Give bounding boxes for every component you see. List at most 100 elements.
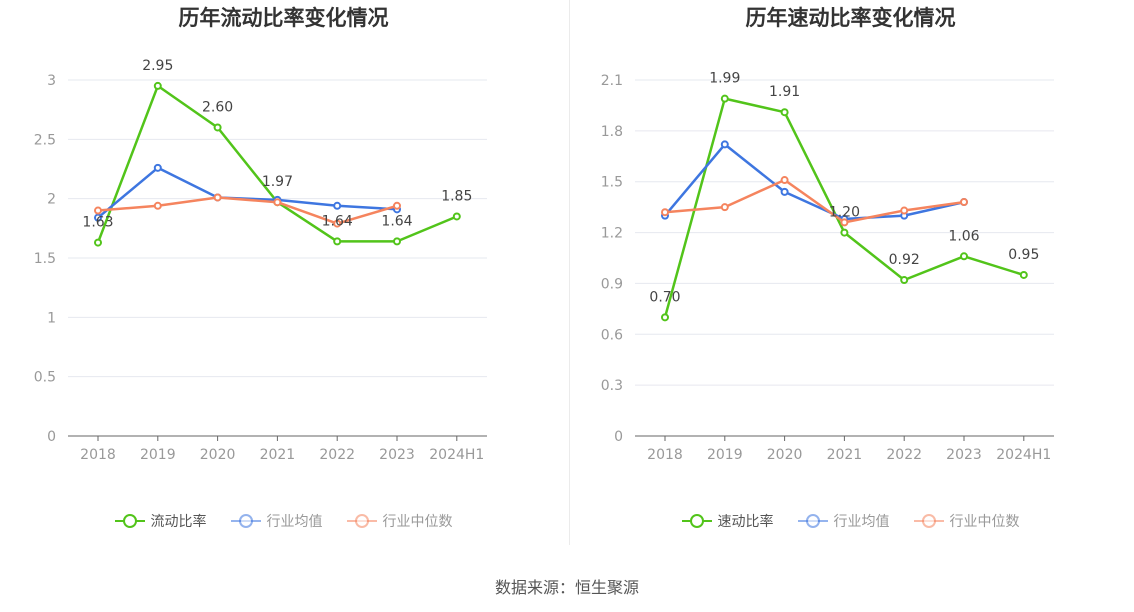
data-label: 1.99 — [709, 71, 740, 87]
data-point — [780, 187, 789, 196]
data-point — [720, 140, 729, 149]
data-label: 1.20 — [829, 205, 860, 221]
y-tick-label: 0.3 — [601, 378, 623, 394]
x-tick-label: 2022 — [319, 447, 355, 463]
y-tick-label: 0.6 — [601, 327, 623, 343]
data-point — [720, 203, 729, 212]
current-ratio-chart: 历年流动比率变化情况 0 0.5 1 1.5 2 2.5 3 2018 2019 2020 2021… — [0, 0, 567, 560]
legend-item-quick-ratio[interactable]: 速动比率 — [681, 511, 774, 531]
legend-marker-icon — [913, 514, 944, 528]
data-point — [393, 201, 401, 210]
data-point — [840, 218, 849, 227]
data-label: 1.97 — [262, 174, 293, 190]
x-tick-label: 2019 — [707, 447, 743, 463]
legend-item-industry-median[interactable]: 行业中位数 — [913, 511, 1020, 531]
y-tick-label: 0 — [614, 429, 623, 445]
data-point — [1019, 270, 1028, 279]
y-tick-label: 3 — [47, 73, 56, 89]
data-point — [900, 276, 909, 285]
legend-marker-icon — [681, 514, 712, 528]
data-point — [213, 123, 222, 132]
y-tick-label: 1.5 — [34, 251, 56, 267]
y-tick-label: 0.9 — [601, 276, 623, 292]
series-line — [664, 178, 965, 224]
data-label: 2.95 — [142, 58, 173, 74]
x-tick-label: 2024H1 — [996, 447, 1051, 463]
data-label: 0.95 — [1008, 247, 1039, 263]
data-label: 1.06 — [948, 228, 979, 244]
data-point — [452, 212, 461, 221]
x-tick-label: 2023 — [379, 447, 415, 463]
data-point — [840, 228, 849, 237]
data-point — [213, 193, 222, 202]
data-point — [273, 198, 282, 207]
data-label: 1.63 — [82, 215, 113, 231]
data-point — [780, 108, 789, 117]
y-tick-label: 2.1 — [601, 73, 623, 89]
data-label: 0.70 — [649, 289, 680, 305]
data-label: 1.64 — [322, 213, 353, 229]
x-tick-label: 2018 — [80, 447, 116, 463]
legend-label: 流动比率 — [150, 514, 207, 530]
series-line — [664, 143, 965, 221]
chart-title: 历年速动比率变化情况 — [745, 6, 956, 30]
y-tick-label: 2.5 — [34, 132, 56, 148]
y-tick-label: 0 — [47, 429, 56, 445]
y-tick-label: 0.5 — [34, 370, 56, 386]
data-point — [900, 206, 909, 215]
data-point — [333, 201, 342, 210]
data-label: 1.91 — [769, 84, 800, 100]
current-ratio-plot: 0 0.5 1 1.5 2 2.5 3 2018 2019 2020 2021 2022 2023 202… — [34, 58, 487, 463]
data-label: 1.64 — [381, 213, 412, 229]
legend-item-current-ratio[interactable]: 流动比率 — [114, 511, 207, 531]
x-tick-label: 2023 — [946, 447, 982, 463]
x-tick-label: 2024H1 — [429, 447, 484, 463]
data-point — [780, 176, 789, 185]
legend-item-industry-mean[interactable]: 行业均值 — [230, 511, 323, 531]
x-tick-label: 2021 — [260, 447, 296, 463]
y-tick-label: 1 — [47, 310, 56, 326]
legend-marker-icon — [114, 514, 145, 528]
chart-legend: 流动比率 行业均值 行业中位数 — [0, 511, 567, 531]
x-tick-label: 2022 — [886, 447, 922, 463]
quick-ratio-plot: 0 0.3 0.6 0.9 1.2 1.5 1.8 2.1 2018 2019 2020 2021 20… — [601, 71, 1054, 463]
data-point — [333, 219, 342, 228]
legend-item-industry-mean[interactable]: 行业均值 — [797, 511, 890, 531]
data-point — [94, 206, 102, 215]
x-tick-label: 2020 — [200, 447, 236, 463]
x-tick-label: 2018 — [647, 447, 683, 463]
series-line — [97, 196, 398, 225]
data-point — [661, 313, 669, 322]
data-point — [153, 81, 162, 90]
legend-label: 行业中位数 — [949, 514, 1020, 530]
y-tick-label: 1.8 — [601, 124, 623, 140]
legend-label: 行业均值 — [266, 514, 323, 530]
y-tick-label: 1.2 — [601, 226, 623, 242]
quick-ratio-chart: 历年速动比率变化情况 0 0.3 0.6 0.9 1.2 1.5 1.8 2.1 2018 201… — [567, 0, 1134, 560]
data-label: 1.85 — [441, 188, 472, 204]
x-tick-label: 2020 — [767, 447, 803, 463]
legend-marker-icon — [346, 514, 377, 528]
data-point — [94, 238, 102, 247]
data-point — [720, 94, 729, 103]
legend-label: 速动比率 — [717, 514, 774, 530]
y-tick-label: 1.5 — [601, 175, 623, 191]
legend-item-industry-median[interactable]: 行业中位数 — [346, 511, 453, 531]
data-point — [960, 198, 968, 207]
data-point — [153, 163, 162, 172]
data-point — [153, 201, 162, 210]
data-point — [333, 237, 342, 246]
legend-marker-icon — [797, 514, 828, 528]
legend-label: 行业均值 — [833, 514, 890, 530]
y-tick-label: 2 — [47, 192, 56, 208]
data-label: 0.92 — [889, 252, 920, 268]
series-line — [97, 166, 398, 219]
panel-divider — [569, 0, 570, 545]
data-point — [661, 208, 669, 217]
data-label: 2.60 — [202, 99, 233, 115]
x-tick-label: 2019 — [140, 447, 176, 463]
data-source-note: 数据来源：恒生聚源 — [494, 578, 639, 597]
legend-label: 行业中位数 — [382, 514, 453, 530]
data-point — [94, 213, 102, 222]
x-tick-label: 2021 — [827, 447, 863, 463]
